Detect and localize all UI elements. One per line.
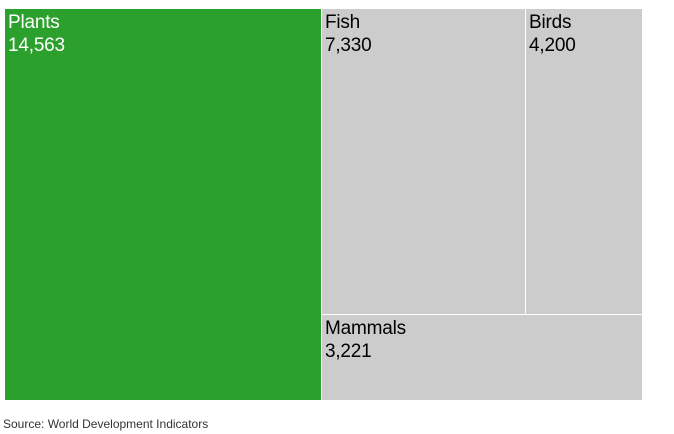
treemap-cell-label: Birds xyxy=(529,12,572,33)
treemap-cell-label: Fish xyxy=(324,12,361,33)
treemap-cell-value: 7,330 xyxy=(324,35,372,56)
treemap-cell-label: Mammals xyxy=(324,318,406,340)
treemap-cell-value: 4,200 xyxy=(529,35,576,56)
source-note: Source: World Development Indicators xyxy=(3,417,209,431)
treemap-cell-plants: Plants 14,563 xyxy=(5,9,322,401)
treemap-cell-birds: Birds 4,200 xyxy=(526,9,643,316)
treemap-cell-value: 14,563 xyxy=(8,35,65,56)
treemap-chart: Plants 14,563 Fish 7,330 Birds 4,200 Mammals 3,… xyxy=(5,9,643,401)
treemap-cell-mammals: Mammals 3,221 xyxy=(321,315,643,401)
treemap-cell-value: 3,221 xyxy=(324,341,372,363)
treemap-cell-fish: Fish 7,330 xyxy=(321,9,527,316)
treemap-cell-label: Plants xyxy=(8,12,60,33)
